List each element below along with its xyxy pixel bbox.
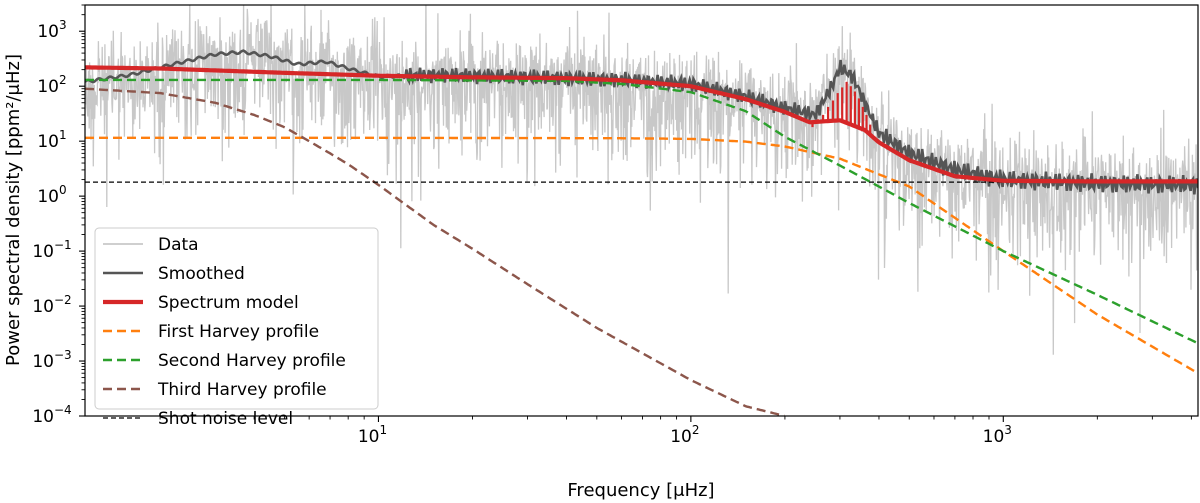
x-axis-label: Frequency [μHz] xyxy=(567,480,714,501)
series-first-harvey-profile-line xyxy=(85,136,1198,375)
legend-label-shot-noise-level: Shot noise level xyxy=(158,409,293,429)
legend-label-data: Data xyxy=(158,235,199,255)
y-tick-label: 10−3 xyxy=(32,348,71,372)
legend-label-first-harvey-profile: First Harvey profile xyxy=(158,322,319,342)
y-tick-label: 100 xyxy=(37,183,66,207)
legend-label-second-harvey-profile: Second Harvey profile xyxy=(158,351,346,371)
series-data-line xyxy=(85,5,1198,355)
y-axis-label: Power spectral density [ppm²/μHz] xyxy=(3,54,24,366)
plot-area xyxy=(85,5,1198,416)
series-third-harvey-profile-line xyxy=(85,87,785,416)
legend: Data Smoothed Spectrum model First Harvey p… xyxy=(94,227,379,429)
legend-label-spectrum-model: Spectrum model xyxy=(158,293,299,313)
series-second-harvey-profile-line xyxy=(85,78,1198,345)
x-tick-label: 102 xyxy=(670,423,699,447)
series-spectrum-model-line xyxy=(85,65,1198,184)
legend-label-third-harvey-profile: Third Harvey profile xyxy=(157,380,327,400)
legend-label-smoothed: Smoothed xyxy=(158,264,245,284)
legend-box xyxy=(94,227,379,410)
plot-frame xyxy=(84,4,1199,417)
